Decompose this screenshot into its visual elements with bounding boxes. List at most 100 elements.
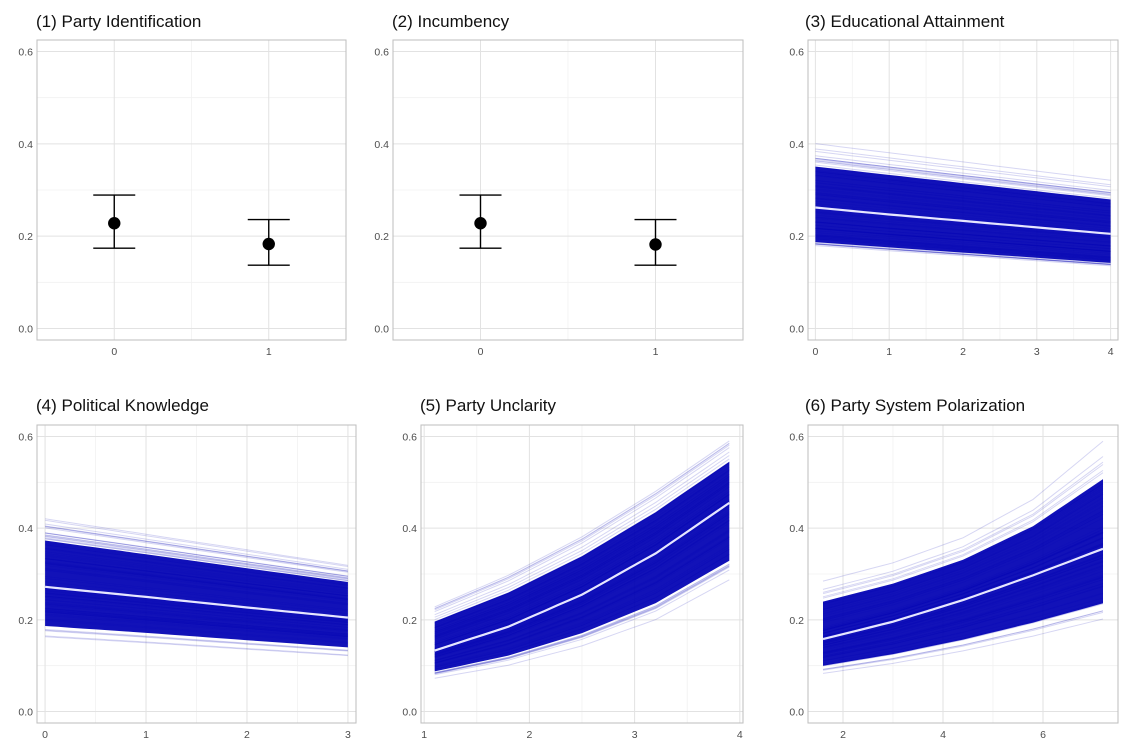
simulation-lines	[822, 440, 1104, 674]
simulation-line	[45, 538, 348, 582]
y-tick-label: 0.0	[18, 707, 33, 719]
x-tick-label: 1	[266, 346, 272, 358]
panel-2: 0.0 0.2 0.4 0.6 0 1 (2) Incumbency	[374, 12, 744, 358]
x-tick-label: 4	[940, 729, 946, 741]
mean-line	[44, 585, 349, 619]
simulation-line	[45, 536, 348, 580]
panel-frame	[807, 39, 1119, 341]
simulation-lines	[434, 440, 730, 679]
simulation-line	[815, 161, 1111, 197]
simulation-line	[815, 245, 1111, 267]
y-tick-label: 0.0	[402, 707, 417, 719]
y-tick-label: 0.2	[18, 231, 33, 243]
simulation-line	[434, 447, 730, 613]
simulation-line	[434, 458, 730, 621]
simulation-line	[815, 148, 1111, 186]
simulation-line	[45, 629, 348, 651]
x-tick-label: 4	[737, 729, 743, 741]
point-marker	[649, 238, 662, 251]
simulation-line	[822, 472, 1104, 599]
panel-title: (4) Political Knowledge	[36, 396, 209, 415]
panel-frame	[392, 39, 744, 341]
simulation-line	[822, 611, 1104, 671]
x-tick-label: 3	[632, 729, 638, 741]
x-tick-label: 0	[812, 346, 818, 358]
simulation-line	[45, 525, 348, 572]
y-tick-label: 0.4	[789, 139, 804, 151]
panel-1: 0.0 0.2 0.4 0.6 0 1 (1) Party Identification	[18, 12, 347, 358]
simulation-line	[434, 440, 730, 608]
simulation-line	[434, 565, 730, 674]
y-tick-label: 0.0	[789, 323, 804, 335]
simulation-line	[45, 635, 348, 656]
simulation-line	[45, 532, 348, 577]
simulation-line	[822, 469, 1104, 598]
x-tick-label: 1	[143, 729, 149, 741]
x-tick-label: 2	[526, 729, 532, 741]
mean-line	[434, 501, 730, 652]
confidence-band	[815, 166, 1111, 263]
x-tick-label: 0	[42, 729, 48, 741]
panel-3: 0.0 0.2 0.4 0.6 0 1 2 3 4 (3) Educational Attainm…	[789, 12, 1119, 358]
simulation-line	[815, 243, 1111, 265]
simulation-line	[45, 523, 348, 570]
confidence-band	[434, 461, 730, 672]
point-marker	[262, 237, 275, 251]
panel-4: 0.0 0.2 0.4 0.6 0 1 2 3 (4) Political Knowledge	[18, 396, 357, 741]
x-tick-label: 2	[840, 729, 846, 741]
confidence-band	[45, 540, 348, 648]
x-tick-label: 2	[244, 729, 250, 741]
simulation-lines	[815, 143, 1111, 267]
x-tick-label: 2	[960, 346, 966, 358]
panel-frame	[36, 39, 347, 341]
point-marker	[474, 217, 487, 230]
simulation-line	[822, 440, 1104, 582]
x-tick-label: 0	[478, 346, 484, 358]
y-tick-label: 0.2	[18, 615, 33, 627]
simulation-line	[815, 157, 1111, 193]
simulation-line	[822, 618, 1104, 674]
y-tick-label: 0.2	[789, 615, 804, 627]
simulation-line	[815, 243, 1111, 266]
mean-line	[815, 206, 1111, 235]
panel-title: (1) Party Identification	[36, 12, 201, 31]
simulation-line	[45, 534, 348, 579]
simulation-line	[45, 532, 348, 577]
x-tick-label: 4	[1108, 346, 1114, 358]
x-tick-label: 3	[345, 729, 351, 741]
simulation-line	[815, 143, 1111, 181]
simulation-line	[822, 464, 1104, 595]
simulation-line	[434, 444, 730, 611]
simulation-line	[434, 451, 730, 616]
panel-6: 0.0 0.2 0.4 0.6 2 4 6 (6) Party System Polariza…	[789, 396, 1119, 741]
panel-title: (6) Party System Polarization	[805, 396, 1025, 415]
y-tick-label: 0.6	[18, 431, 33, 443]
simulation-line	[45, 527, 348, 573]
simulation-line	[434, 569, 730, 676]
y-tick-label: 0.4	[789, 523, 804, 535]
simulation-line	[434, 442, 730, 609]
point-estimate	[634, 218, 677, 266]
y-tick-label: 0.0	[18, 323, 33, 335]
simulation-line	[45, 525, 348, 572]
y-tick-label: 0.4	[18, 139, 33, 151]
confidence-band	[823, 479, 1103, 666]
y-tick-label: 0.0	[789, 707, 804, 719]
simulation-line	[815, 242, 1111, 264]
simulation-line	[45, 534, 348, 579]
y-tick-label: 0.2	[374, 231, 389, 243]
simulation-line	[434, 563, 730, 674]
y-tick-label: 0.6	[374, 47, 389, 59]
panel-title: (2) Incumbency	[392, 12, 510, 31]
simulation-line	[822, 610, 1104, 670]
panel-frame	[420, 424, 744, 724]
simulation-line	[822, 603, 1104, 667]
simulation-line	[822, 456, 1104, 590]
simulation-line	[45, 526, 348, 572]
y-tick-label: 0.2	[789, 231, 804, 243]
y-tick-label: 0.0	[374, 323, 389, 335]
simulation-line	[822, 610, 1104, 670]
simulation-line	[815, 160, 1111, 196]
